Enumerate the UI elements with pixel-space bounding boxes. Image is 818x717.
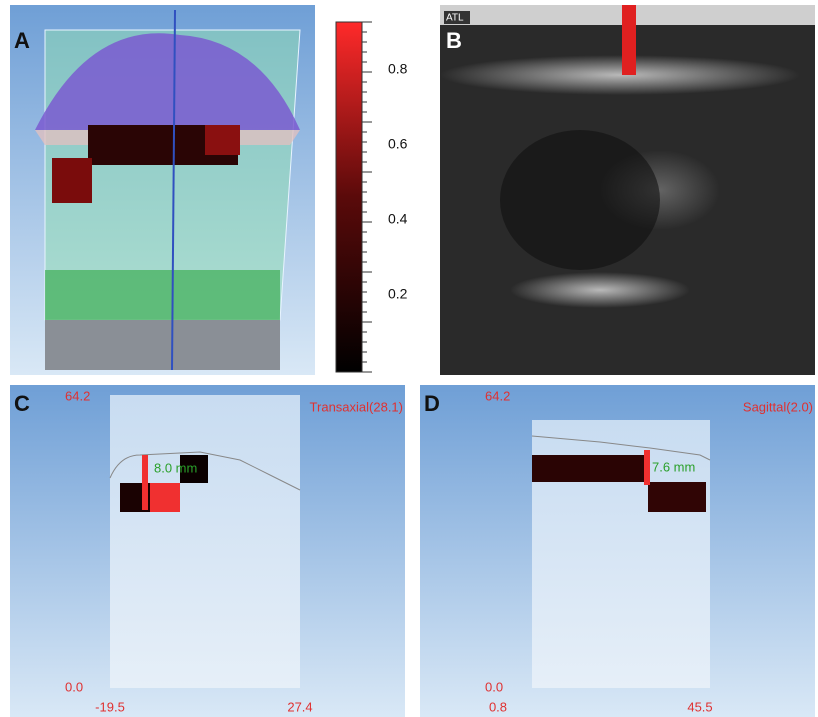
figure: A 0.8 0.6 0.4 0.2 ATL B 8.0 mm C Transaxial… <box>0 0 818 717</box>
panel-a: A <box>10 5 315 375</box>
colorbar-gradient <box>336 22 362 372</box>
panel-label: D <box>424 391 440 416</box>
y-bottom-label: 0.0 <box>65 679 83 694</box>
echo <box>510 272 690 308</box>
y-top-label: 64.2 <box>485 388 510 403</box>
x-right-label: 27.4 <box>287 699 312 714</box>
block <box>150 483 180 512</box>
plot-area <box>110 395 300 688</box>
panel-c: 8.0 mm C Transaxial(28.1) 64.2 0.0 -19.5… <box>10 385 405 717</box>
block <box>205 125 240 155</box>
measure-bar <box>644 450 650 485</box>
echo <box>440 55 800 95</box>
panel-label: C <box>14 391 30 416</box>
y-bottom-label: 0.0 <box>485 679 503 694</box>
x-right-label: 45.5 <box>687 699 712 714</box>
panel-d: 7.6 mm D Sagittal(2.0) 64.2 0.0 0.8 45.5 <box>420 385 815 717</box>
block <box>532 455 648 482</box>
colorbar: 0.8 0.6 0.4 0.2 <box>318 5 435 375</box>
block <box>52 158 92 203</box>
lesion <box>500 130 660 270</box>
x-left-label: -19.5 <box>95 699 125 714</box>
base <box>45 320 280 370</box>
colorbar-tick-label: 0.2 <box>388 286 408 302</box>
colorbar-tick-label: 0.4 <box>388 211 408 227</box>
title: Transaxial(28.1) <box>310 399 403 414</box>
colorbar-tick-label: 0.8 <box>388 61 408 77</box>
marker <box>622 5 636 75</box>
measure-label: 8.0 mm <box>154 460 197 475</box>
panel-label: A <box>14 28 30 53</box>
colorbar-tick-label: 0.6 <box>388 136 408 152</box>
logo: ATL <box>446 13 464 24</box>
y-top-label: 64.2 <box>65 388 90 403</box>
x-left-label: 0.8 <box>489 699 507 714</box>
title: Sagittal(2.0) <box>743 399 813 414</box>
block <box>648 482 706 512</box>
panel-b: ATL B <box>440 5 815 375</box>
measure-bar <box>142 455 148 510</box>
panel-label: B <box>446 28 462 53</box>
floor <box>45 270 280 320</box>
measure-label: 7.6 mm <box>652 459 695 474</box>
